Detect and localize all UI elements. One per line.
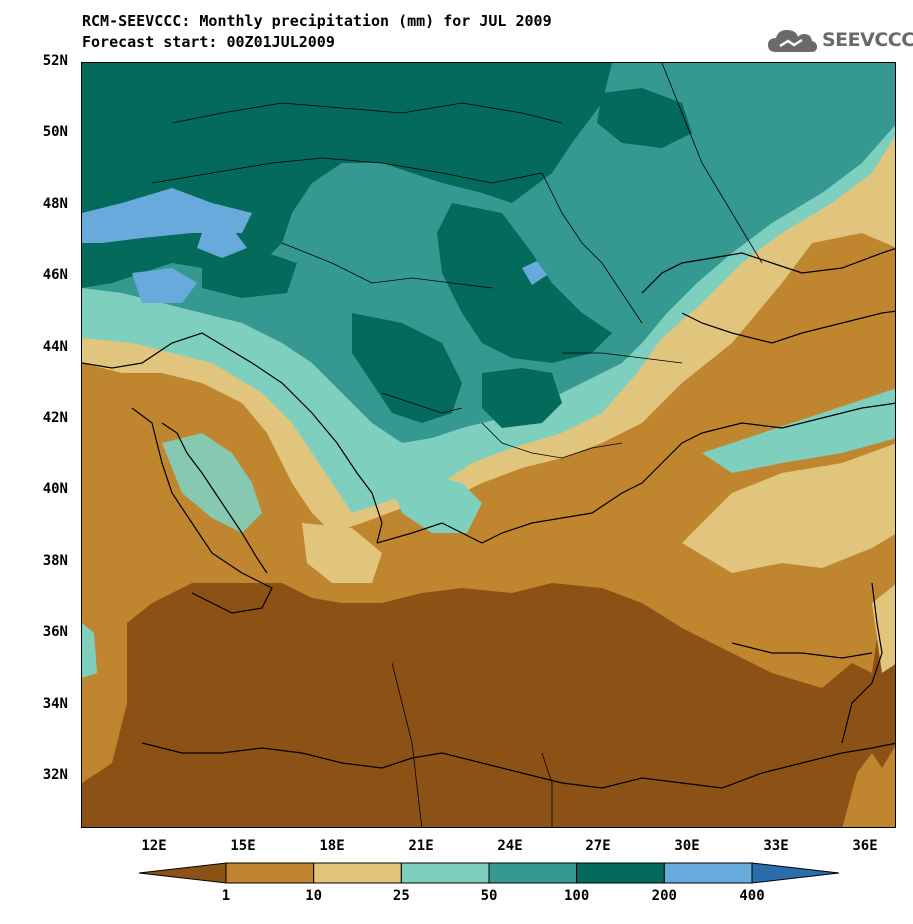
- lon-tick-label: 15E: [230, 838, 256, 854]
- band-25-50-tyrrhenian: [162, 433, 262, 533]
- lon-tick-label: 12E: [141, 838, 167, 854]
- colorbar-swatch: [225, 862, 315, 884]
- lon-tick-label: 27E: [585, 838, 611, 854]
- band-100-200-balkans: [352, 313, 462, 423]
- cloud-icon: [768, 30, 817, 52]
- colorbar-threshold-label: 200: [651, 888, 677, 904]
- lat-tick-label: 48N: [42, 196, 68, 212]
- lat-tick-label: 36N: [42, 624, 68, 640]
- colorbar-threshold-label: 50: [480, 888, 498, 904]
- borders: [151, 63, 763, 827]
- coastlines: [82, 248, 895, 789]
- band-200-400-alps3: [197, 228, 247, 258]
- colorbar-threshold-label: 400: [739, 888, 765, 904]
- band-1-10-nile: [842, 746, 895, 827]
- lon-tick-label: 21E: [408, 838, 434, 854]
- colorbar-threshold-label: 25: [392, 888, 410, 904]
- lat-tick-label: 46N: [42, 267, 68, 283]
- forecast-start-subtitle: Forecast start: 00Z01JUL2009: [82, 33, 335, 51]
- colorbar-swatch: [576, 862, 665, 884]
- band-200-400-carpathia: [522, 261, 547, 285]
- band-100-200-bulgaria: [482, 368, 562, 428]
- lat-tick-label: 42N: [42, 410, 68, 426]
- colorbar-swatch: [488, 862, 578, 884]
- logo-text: SEEVCCC: [822, 29, 913, 51]
- lat-tick-label: 44N: [42, 339, 68, 355]
- lat-tick-label: 50N: [42, 124, 68, 140]
- map-title: RCM-SEEVCCC: Monthly precipitation (mm) …: [82, 12, 552, 30]
- band-200-400-alps2: [132, 268, 197, 303]
- lon-tick-label: 36E: [852, 838, 878, 854]
- band-25-50-sardinia: [82, 623, 97, 678]
- colorbar-graphic: [138, 862, 840, 884]
- lon-tick-label: 33E: [763, 838, 789, 854]
- band-25-50-turkey-north: [702, 388, 895, 473]
- colorbar-swatch: [313, 862, 402, 884]
- colorbar-swatch: [400, 862, 490, 884]
- seevccc-logo: SEEVCCC: [766, 26, 913, 54]
- lat-tick-label: 38N: [42, 553, 68, 569]
- lat-tick-label: 32N: [42, 767, 68, 783]
- colorbar: [0, 855, 913, 920]
- band-100-200-austria: [202, 248, 297, 298]
- precipitation-field: [82, 63, 895, 827]
- band-10-25-anatolia: [682, 443, 895, 573]
- colorbar-right-triangle: [751, 862, 840, 884]
- band-100-200-carpathians: [437, 203, 612, 363]
- lon-tick-label: 30E: [674, 838, 700, 854]
- band-200-400-alps1: [82, 188, 252, 243]
- band-25-50-greece: [382, 463, 482, 533]
- colorbar-threshold-label: 100: [564, 888, 590, 904]
- colorbar-left-triangle: [138, 862, 227, 884]
- lon-tick-label: 24E: [497, 838, 523, 854]
- band-10-25-ionian: [302, 523, 382, 583]
- colorbar-threshold-label: 10: [305, 888, 323, 904]
- colorbar-swatch: [663, 862, 753, 884]
- lat-tick-label: 34N: [42, 696, 68, 712]
- lat-tick-label: 40N: [42, 481, 68, 497]
- band-10-25-levant: [872, 584, 895, 673]
- lat-tick-label: 52N: [42, 53, 68, 69]
- colorbar-threshold-label: 1: [221, 888, 231, 904]
- band-100-200-ukraine: [597, 88, 692, 148]
- lon-tick-label: 18E: [319, 838, 345, 854]
- precipitation-map: [81, 62, 896, 828]
